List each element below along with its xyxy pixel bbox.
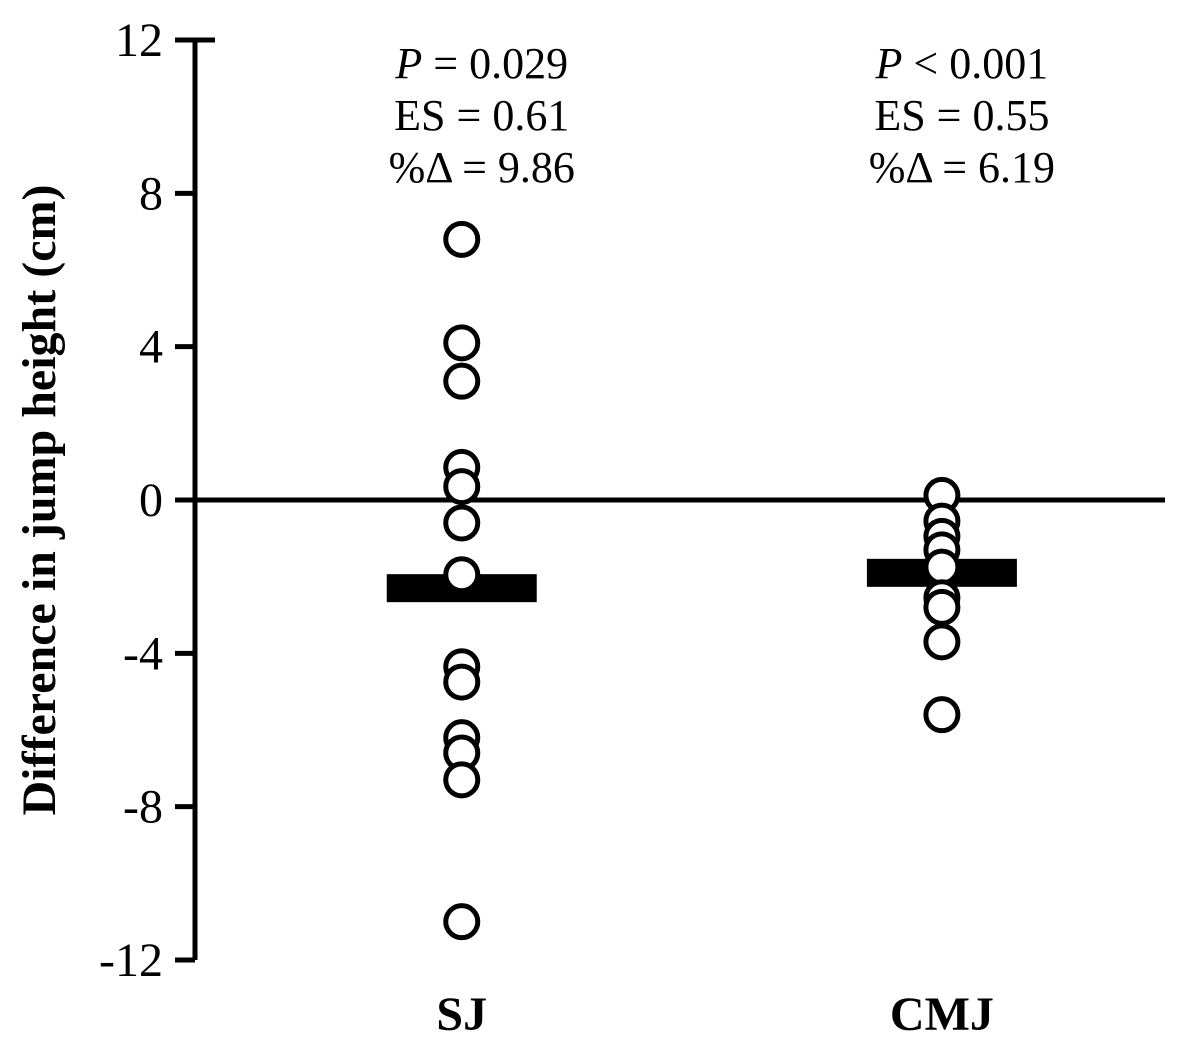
y-axis-label: Difference in jump height (cm) bbox=[13, 185, 66, 816]
data-point-cmj bbox=[926, 699, 958, 731]
stat-delta-cmj: %Δ = 6.19 bbox=[869, 143, 1055, 192]
data-point-cmj bbox=[926, 626, 958, 658]
stat-delta-sj: %Δ = 9.86 bbox=[389, 143, 575, 192]
stat-p-sj: P = 0.029 bbox=[394, 39, 568, 88]
data-point-sj bbox=[446, 507, 478, 539]
y-tick-label: 12 bbox=[115, 14, 163, 67]
stat-es-sj: ES = 0.61 bbox=[394, 91, 569, 140]
stat-es-cmj: ES = 0.55 bbox=[874, 91, 1049, 140]
data-point-sj bbox=[446, 327, 478, 359]
y-tick-label: -4 bbox=[123, 627, 163, 680]
stat-p-cmj: P < 0.001 bbox=[875, 39, 1049, 88]
data-point-sj bbox=[446, 559, 478, 591]
data-point-cmj bbox=[926, 591, 958, 623]
data-point-cmj bbox=[926, 551, 958, 583]
data-point-sj bbox=[446, 906, 478, 938]
data-point-sj bbox=[446, 471, 478, 503]
y-tick-label: -8 bbox=[123, 781, 163, 834]
y-tick-label: 8 bbox=[139, 167, 163, 220]
y-tick-label: -12 bbox=[99, 934, 163, 987]
category-label-cmj: CMJ bbox=[890, 988, 994, 1041]
jump-height-chart: -12 -8 -4 0 4 8 12 Difference in jump height (c… bbox=[0, 0, 1200, 1060]
category-label-sj: SJ bbox=[436, 988, 487, 1041]
data-point-sj bbox=[446, 365, 478, 397]
y-tick-label: 0 bbox=[139, 474, 163, 527]
data-point-sj bbox=[446, 666, 478, 698]
y-tick-label: 4 bbox=[139, 321, 163, 374]
data-point-sj bbox=[446, 764, 478, 796]
data-point-sj bbox=[446, 223, 478, 255]
